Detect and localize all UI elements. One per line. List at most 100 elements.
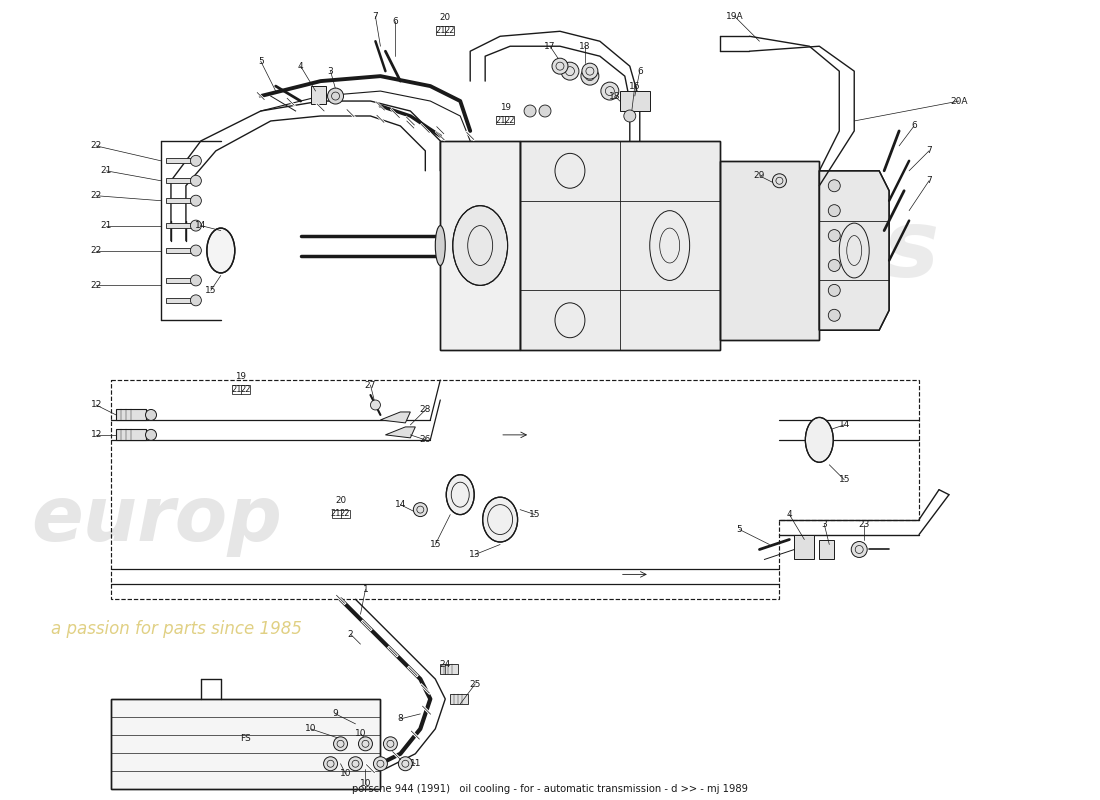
Text: 22: 22 (90, 246, 102, 255)
Polygon shape (385, 427, 416, 438)
Text: 15: 15 (429, 540, 441, 549)
Text: 6: 6 (637, 66, 642, 76)
Circle shape (552, 58, 568, 74)
Circle shape (828, 259, 840, 271)
Text: 10: 10 (360, 779, 371, 788)
Circle shape (323, 757, 338, 770)
Polygon shape (520, 141, 719, 350)
Circle shape (539, 105, 551, 117)
Text: 22: 22 (90, 281, 102, 290)
Circle shape (398, 757, 412, 770)
Bar (437, 26, 454, 34)
Circle shape (581, 67, 598, 85)
Text: 29: 29 (754, 171, 766, 180)
Text: 27: 27 (365, 381, 376, 390)
Text: 10: 10 (354, 730, 366, 738)
Circle shape (582, 63, 598, 79)
Text: FS: FS (241, 734, 251, 743)
Circle shape (190, 295, 201, 306)
Text: 22: 22 (340, 510, 350, 518)
Text: 21: 21 (100, 166, 112, 175)
Text: 3: 3 (822, 520, 827, 529)
Circle shape (828, 205, 840, 217)
Text: 14: 14 (195, 221, 207, 230)
Bar (111, 699, 381, 789)
Circle shape (624, 110, 636, 122)
Circle shape (828, 230, 840, 242)
Text: 7: 7 (373, 12, 378, 21)
Text: 12: 12 (90, 401, 102, 410)
Bar (619, 91, 650, 111)
Circle shape (145, 430, 156, 440)
Text: 19: 19 (235, 371, 246, 381)
Circle shape (414, 502, 427, 517)
Text: 20A: 20A (950, 97, 968, 106)
Bar (166, 278, 191, 283)
Text: 4: 4 (786, 510, 792, 519)
Text: porsche 944 (1991)   oil cooling - for - automatic transmission - d >> - mj 1989: porsche 944 (1991) oil cooling - for - a… (352, 784, 748, 794)
Circle shape (190, 195, 201, 206)
Text: 22: 22 (505, 116, 515, 125)
Bar (310, 86, 326, 104)
Text: 25: 25 (470, 679, 481, 689)
Text: 11: 11 (409, 759, 421, 768)
Bar (111, 699, 381, 789)
Polygon shape (820, 170, 889, 330)
Text: 15: 15 (529, 510, 541, 519)
Circle shape (828, 285, 840, 296)
Circle shape (145, 410, 156, 421)
Text: 24: 24 (440, 659, 451, 669)
Text: 4: 4 (298, 62, 304, 70)
Text: 1: 1 (363, 585, 368, 594)
Text: 10: 10 (305, 724, 317, 734)
Text: 21: 21 (331, 510, 341, 518)
Bar (496, 116, 514, 125)
Polygon shape (381, 412, 410, 423)
Text: 21: 21 (495, 116, 506, 125)
Ellipse shape (453, 206, 507, 286)
Text: 23: 23 (858, 520, 870, 529)
Text: 17: 17 (544, 42, 556, 50)
Circle shape (328, 88, 343, 104)
Bar (166, 223, 191, 228)
Text: 8: 8 (397, 714, 404, 723)
Text: 5: 5 (257, 57, 264, 66)
Polygon shape (719, 161, 820, 340)
Polygon shape (440, 141, 520, 350)
Text: 6: 6 (393, 17, 398, 26)
Text: 21: 21 (231, 385, 242, 394)
Text: 6: 6 (911, 122, 917, 130)
Ellipse shape (436, 226, 446, 266)
Ellipse shape (483, 497, 518, 542)
Circle shape (371, 400, 381, 410)
Text: 22: 22 (90, 142, 102, 150)
Bar (166, 198, 191, 203)
Bar (166, 178, 191, 183)
Text: 12: 12 (90, 430, 102, 439)
Text: 3: 3 (328, 66, 333, 76)
Circle shape (373, 757, 387, 770)
Circle shape (524, 105, 536, 117)
Text: 22: 22 (90, 191, 102, 200)
Circle shape (190, 155, 201, 166)
Circle shape (561, 62, 579, 80)
Bar (166, 158, 191, 163)
Circle shape (190, 175, 201, 186)
Bar (794, 534, 814, 559)
Circle shape (190, 220, 201, 231)
Text: 5: 5 (737, 525, 742, 534)
Circle shape (190, 275, 201, 286)
Circle shape (772, 174, 786, 188)
Bar (440, 664, 459, 674)
Bar (450, 694, 469, 704)
Ellipse shape (447, 474, 474, 514)
Text: es: es (820, 205, 939, 297)
Circle shape (333, 737, 348, 750)
Bar (331, 510, 350, 518)
Text: 15: 15 (205, 286, 217, 295)
Text: 18: 18 (580, 42, 591, 50)
Ellipse shape (207, 228, 234, 273)
Text: 14: 14 (395, 500, 406, 509)
Circle shape (190, 245, 201, 256)
Text: 15: 15 (838, 475, 850, 484)
